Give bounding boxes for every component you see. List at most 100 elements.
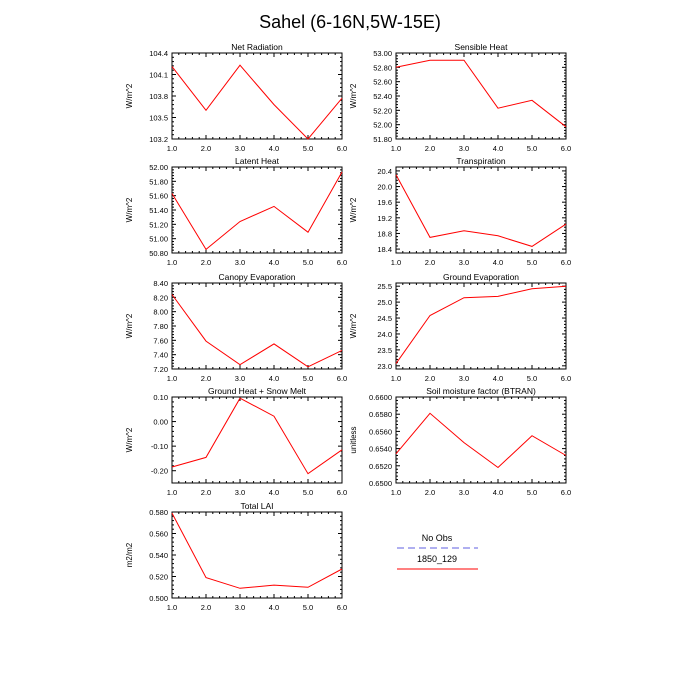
x-tick-label: 6.0 — [337, 374, 347, 383]
y-tick-label: 0.520 — [149, 573, 168, 582]
panel-transpiration: Transpiration W/m^2 1.0 2.0 3.0 4.0 5.0 6.0 18.4… — [349, 156, 571, 267]
y-tick-label: 25.5 — [377, 282, 392, 291]
series-line-1850-129 — [395, 59, 567, 128]
x-tick-label: 5.0 — [303, 258, 313, 267]
x-tick-label: 3.0 — [235, 374, 245, 383]
panel-latent-heat: Latent Heat W/m^2 1.0 2.0 3.0 4.0 5.0 6.0 50.80 5… — [125, 156, 347, 267]
x-tick-label: 6.0 — [337, 603, 347, 612]
plot-frame — [171, 511, 343, 599]
legend-label-obs: No Obs — [422, 533, 453, 543]
panel-title: Ground Heat + Snow Melt — [208, 386, 307, 396]
y-tick-label: 0.500 — [149, 594, 168, 603]
y-tick-label: 52.20 — [373, 106, 392, 115]
panel-total-lai: Total LAI m2/m2 1.0 2.0 3.0 4.0 5.0 6.0 0.500 0.5… — [125, 501, 347, 612]
x-tick-label: 2.0 — [425, 144, 435, 153]
x-tick-label: 1.0 — [391, 374, 401, 383]
y-tick-label: 52.80 — [373, 63, 392, 72]
x-tick-label: 1.0 — [167, 144, 177, 153]
x-tick-label: 2.0 — [425, 258, 435, 267]
x-tick-label: 2.0 — [425, 374, 435, 383]
plot-frame — [395, 282, 567, 370]
legend-label-model: 1850_129 — [417, 554, 457, 564]
x-tick-label: 1.0 — [167, 488, 177, 497]
x-tick-label: 6.0 — [337, 488, 347, 497]
x-tick-label: 6.0 — [561, 144, 571, 153]
series-line-1850-129 — [171, 512, 343, 589]
y-axis-label: W/m^2 — [349, 197, 358, 222]
x-tick-label: 4.0 — [493, 144, 503, 153]
y-axis-label: unitless — [349, 426, 358, 453]
panel-ground-heat-snow-melt: Ground Heat + Snow Melt W/m^2 1.0 2.0 3.0 4.0… — [125, 386, 347, 497]
y-axis-label: W/m^2 — [349, 313, 358, 338]
y-tick-label: 104.1 — [149, 71, 168, 80]
x-tick-label: 4.0 — [269, 488, 279, 497]
y-tick-label: 0.10 — [153, 393, 168, 402]
plot-frame — [171, 396, 343, 484]
x-tick-label: 3.0 — [235, 603, 245, 612]
y-tick-label: 103.8 — [149, 92, 168, 101]
figure-title: Sahel (6-16N,5W-15E) — [259, 12, 441, 32]
x-tick-label: 3.0 — [459, 488, 469, 497]
panel-grid: Net Radiation W/m^2 1.0 2.0 3.0 4.0 5.0 6.0 103.… — [125, 42, 571, 612]
x-tick-label: 5.0 — [527, 258, 537, 267]
y-tick-label: 0.560 — [149, 530, 168, 539]
y-tick-label: 18.4 — [377, 245, 392, 254]
y-tick-label: 0.6600 — [369, 393, 392, 402]
panel-title: Transpiration — [456, 156, 506, 166]
x-tick-label: 5.0 — [303, 144, 313, 153]
y-tick-label: 7.60 — [153, 336, 168, 345]
y-tick-label: 0.00 — [153, 418, 168, 427]
x-tick-label: 5.0 — [527, 488, 537, 497]
x-tick-label: 4.0 — [269, 258, 279, 267]
x-tick-label: 5.0 — [303, 603, 313, 612]
y-tick-label: 52.40 — [373, 92, 392, 101]
y-tick-label: 51.80 — [149, 177, 168, 186]
series-line-1850-129 — [171, 64, 343, 140]
panel-title: Ground Evaporation — [443, 272, 519, 282]
y-tick-label: 0.6520 — [369, 462, 392, 471]
y-tick-label: 103.2 — [149, 135, 168, 144]
x-tick-label: 2.0 — [201, 144, 211, 153]
y-tick-label: 53.00 — [373, 49, 392, 58]
x-tick-label: 1.0 — [391, 258, 401, 267]
panel-title: Net Radiation — [231, 42, 283, 52]
y-tick-label: 103.5 — [149, 114, 168, 123]
x-tick-label: 1.0 — [167, 603, 177, 612]
y-tick-label: -0.20 — [151, 467, 168, 476]
series-line-1850-129 — [395, 285, 567, 364]
panel-title: Latent Heat — [235, 156, 280, 166]
x-tick-label: 5.0 — [527, 144, 537, 153]
y-tick-label: 51.40 — [149, 206, 168, 215]
panel-soil-moisture-factor-btran: Soil moisture factor (BTRAN) unitless 1.0 2… — [349, 386, 571, 497]
y-axis-label: W/m^2 — [349, 83, 358, 108]
panel-sensible-heat: Sensible Heat W/m^2 1.0 2.0 3.0 4.0 5.0 6.0 51.8… — [349, 42, 571, 153]
y-tick-label: 0.580 — [149, 508, 168, 517]
x-tick-label: 3.0 — [459, 258, 469, 267]
y-tick-label: 0.6500 — [369, 479, 392, 488]
x-tick-label: 4.0 — [493, 374, 503, 383]
x-tick-label: 1.0 — [391, 488, 401, 497]
x-tick-label: 2.0 — [201, 258, 211, 267]
x-tick-label: 3.0 — [459, 144, 469, 153]
panel-title: Total LAI — [240, 501, 273, 511]
y-tick-label: 0.6540 — [369, 445, 392, 454]
plot-frame — [171, 166, 343, 254]
legend: No Obs 1850_129 — [397, 533, 478, 570]
x-tick-label: 4.0 — [493, 488, 503, 497]
y-tick-label: 23.0 — [377, 362, 392, 371]
y-tick-label: 52.00 — [373, 121, 392, 130]
y-tick-label: 52.60 — [373, 78, 392, 87]
y-tick-label: 51.60 — [149, 192, 168, 201]
y-tick-label: 104.4 — [149, 49, 168, 58]
y-axis-label: W/m^2 — [125, 83, 134, 108]
y-tick-label: 0.6560 — [369, 427, 392, 436]
x-tick-label: 6.0 — [561, 258, 571, 267]
y-tick-label: 51.20 — [149, 220, 168, 229]
x-tick-label: 6.0 — [337, 144, 347, 153]
x-tick-label: 1.0 — [167, 374, 177, 383]
series-line-1850-129 — [171, 294, 343, 368]
series-line-1850-129 — [171, 397, 343, 475]
x-tick-label: 3.0 — [459, 374, 469, 383]
y-tick-label: 19.6 — [377, 198, 392, 207]
